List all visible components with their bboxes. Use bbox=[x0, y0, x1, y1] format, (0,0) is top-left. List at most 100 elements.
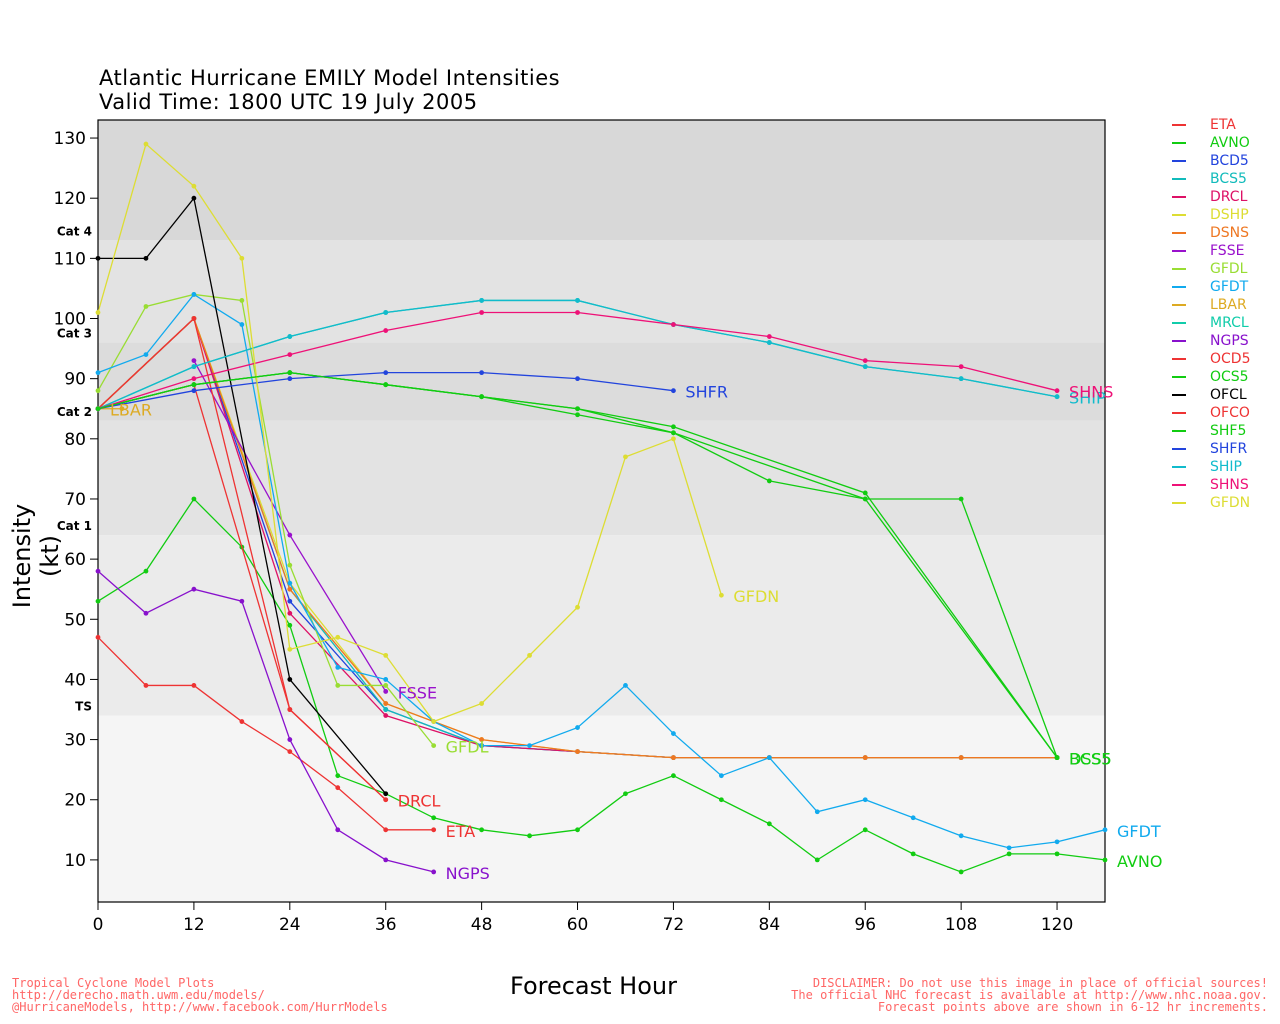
series-end-label: DRCL bbox=[398, 792, 441, 811]
data-point bbox=[671, 424, 676, 430]
data-point bbox=[383, 857, 389, 863]
data-point bbox=[287, 646, 293, 652]
legend-swatch bbox=[1172, 340, 1186, 342]
data-point bbox=[862, 827, 868, 833]
footer-right-line: DISCLAIMER: Do not use this image in pla… bbox=[812, 976, 1268, 990]
data-point bbox=[383, 328, 389, 333]
legend-label: DSNS bbox=[1210, 225, 1250, 241]
data-point bbox=[431, 827, 437, 833]
legend-label: GFDN bbox=[1210, 495, 1251, 511]
data-point bbox=[287, 334, 293, 339]
data-point bbox=[383, 382, 389, 388]
data-point bbox=[239, 719, 245, 724]
legend-label: SHFR bbox=[1210, 441, 1248, 457]
data-point bbox=[671, 731, 676, 736]
data-point bbox=[383, 791, 389, 797]
data-point bbox=[814, 857, 820, 863]
x-tick-label: 96 bbox=[854, 915, 876, 935]
band-label: Cat 4 bbox=[57, 224, 92, 238]
legend-entry: DSNS bbox=[1172, 224, 1250, 242]
data-point bbox=[766, 334, 772, 339]
data-point bbox=[958, 869, 964, 875]
data-point bbox=[479, 701, 485, 706]
data-point bbox=[958, 755, 964, 761]
band-label: TS bbox=[75, 700, 92, 714]
series-end-label: GFDN bbox=[733, 587, 779, 606]
legend-entry: SHNS bbox=[1172, 476, 1250, 494]
data-point bbox=[287, 598, 293, 604]
data-point bbox=[1102, 857, 1108, 863]
series-end-label: GFDT bbox=[1117, 822, 1161, 841]
data-point bbox=[119, 406, 125, 412]
legend-entry: DRCL bbox=[1172, 188, 1250, 206]
series-line bbox=[97, 497, 1106, 873]
data-point bbox=[623, 454, 628, 460]
legend-swatch bbox=[1172, 250, 1186, 252]
data-point bbox=[191, 292, 197, 297]
legend-entry: SHFR bbox=[1172, 440, 1250, 458]
band-label: Cat 3 bbox=[57, 327, 92, 341]
legend-label: OCD5 bbox=[1210, 351, 1251, 367]
data-point bbox=[910, 851, 916, 857]
legend-entry: OCS5 bbox=[1172, 368, 1250, 386]
data-point bbox=[95, 310, 101, 315]
data-point bbox=[958, 364, 964, 370]
data-point bbox=[95, 598, 101, 604]
legend-swatch bbox=[1172, 394, 1186, 396]
data-point bbox=[335, 785, 341, 791]
data-point bbox=[287, 562, 293, 568]
data-point bbox=[671, 322, 676, 327]
legend-swatch bbox=[1172, 484, 1186, 486]
legend-label: AVNO bbox=[1210, 135, 1250, 151]
data-point bbox=[287, 707, 293, 712]
series-end-label: LBAR bbox=[110, 401, 152, 420]
legend-entry: BCS5 bbox=[1172, 170, 1250, 188]
data-point bbox=[958, 496, 964, 502]
footer-right: DISCLAIMER: Do not use this image in pla… bbox=[791, 977, 1268, 1013]
data-point bbox=[479, 394, 485, 400]
data-point bbox=[575, 412, 580, 418]
legend-label: FSSE bbox=[1210, 243, 1245, 259]
legend-swatch bbox=[1172, 178, 1186, 180]
data-point bbox=[1054, 388, 1060, 394]
data-point bbox=[287, 622, 293, 628]
data-point bbox=[575, 310, 580, 315]
legend-label: MRCL bbox=[1210, 315, 1249, 331]
data-point bbox=[191, 388, 197, 394]
x-tick-label: 108 bbox=[945, 915, 977, 935]
series-end-label: NGPS bbox=[446, 864, 490, 883]
footer-right-line: Forecast points above are shown in 6-12 … bbox=[877, 1000, 1268, 1014]
data-point bbox=[718, 592, 724, 598]
series-line bbox=[97, 636, 434, 831]
data-point bbox=[191, 683, 197, 688]
data-point bbox=[479, 310, 485, 315]
data-point bbox=[671, 436, 676, 442]
data-point bbox=[479, 827, 485, 833]
data-point bbox=[431, 719, 437, 724]
data-point bbox=[383, 701, 389, 706]
series-end-label: AVNO bbox=[1117, 852, 1162, 871]
footer-left-line: Tropical Cyclone Model Plots bbox=[12, 976, 215, 990]
legend-entry: AVNO bbox=[1172, 134, 1250, 152]
data-point bbox=[862, 358, 868, 364]
y-tick-label: 50 bbox=[64, 610, 86, 630]
data-point bbox=[958, 833, 964, 839]
data-point bbox=[862, 755, 868, 761]
legend-label: SHNS bbox=[1210, 477, 1249, 493]
y-axis-label: Intensity (kt) bbox=[8, 503, 64, 609]
data-point bbox=[718, 797, 724, 803]
legend-swatch bbox=[1172, 466, 1186, 468]
y-tick-label: 80 bbox=[64, 430, 86, 450]
x-tick-label: 36 bbox=[375, 915, 397, 935]
data-point bbox=[383, 677, 389, 682]
data-point bbox=[1054, 394, 1060, 400]
data-point bbox=[191, 586, 197, 592]
legend: ETA AVNO BCD5 BCS5 DRCL DSHP DSNS FSSE GFDL GFDT L… bbox=[1172, 116, 1250, 512]
data-point bbox=[239, 255, 245, 261]
data-point bbox=[191, 316, 197, 321]
data-point bbox=[1054, 851, 1060, 857]
intensity-band bbox=[98, 120, 1105, 241]
legend-entry: GFDL bbox=[1172, 260, 1250, 278]
data-point bbox=[431, 743, 437, 748]
